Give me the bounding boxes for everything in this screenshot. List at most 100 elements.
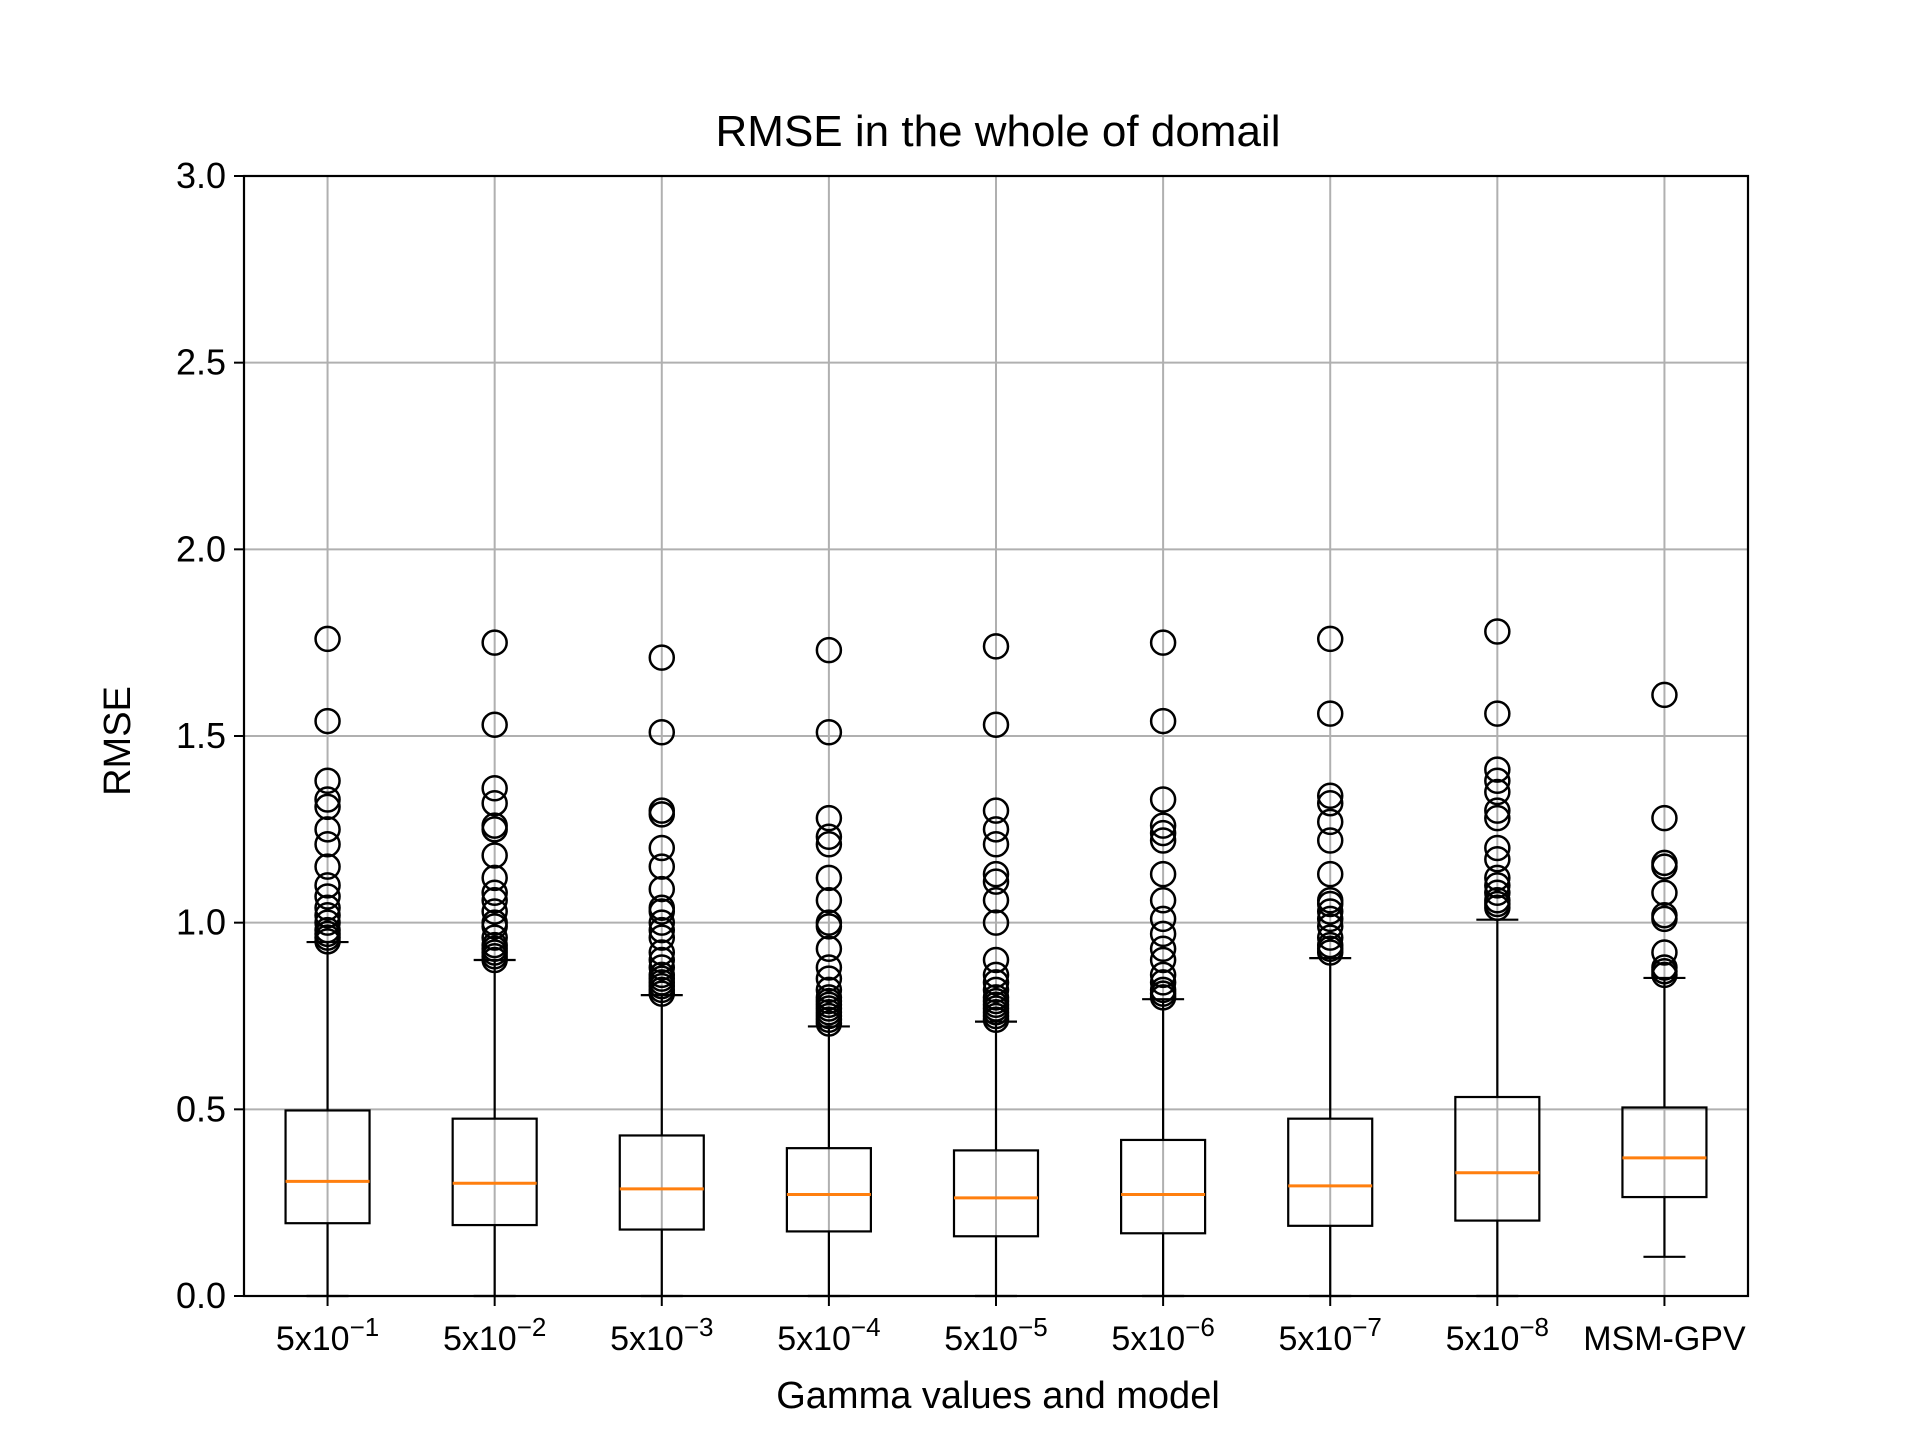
outlier-point <box>1484 864 1511 892</box>
outlier-point <box>982 816 1010 843</box>
outlier-point <box>982 831 1010 858</box>
outlier-point <box>815 636 843 664</box>
outlier-point <box>648 954 676 981</box>
outlier-point <box>1149 812 1177 839</box>
outlier-point <box>1149 920 1177 948</box>
outlier-point <box>481 711 508 739</box>
box-iqr <box>1621 1106 1708 1199</box>
outlier-point <box>815 935 843 963</box>
outlier-point <box>982 976 1010 1004</box>
box-iqr <box>618 1134 705 1231</box>
outlier-point <box>1149 935 1177 963</box>
box-iqr <box>451 1117 538 1227</box>
outlier-point <box>648 875 676 903</box>
outlier-point <box>648 946 676 974</box>
tick-label-y: 0.5 <box>176 1088 226 1129</box>
outlier-point <box>481 842 508 869</box>
outlier-point <box>1651 681 1678 709</box>
outlier-point <box>1149 946 1177 974</box>
outlier-point <box>314 928 341 955</box>
outlier-point <box>1484 618 1511 645</box>
outlier-point <box>982 860 1010 888</box>
outlier-point <box>815 976 843 1004</box>
outlier-point <box>1484 845 1511 873</box>
outlier-point <box>481 789 508 817</box>
outlier-point <box>314 883 341 910</box>
box-group <box>618 644 705 1298</box>
box-group <box>952 633 1040 1298</box>
outlier-point <box>982 961 1010 989</box>
marks-layer <box>284 618 1708 1298</box>
outlier-point <box>1149 961 1177 989</box>
outlier-point <box>481 946 508 974</box>
outlier-point <box>314 767 341 795</box>
outlier-point <box>1149 786 1177 813</box>
outlier-point <box>648 980 676 1007</box>
outlier-point <box>648 916 676 944</box>
outlier-point <box>1149 819 1177 847</box>
outlier-point <box>815 1010 843 1037</box>
outlier-point <box>815 864 843 892</box>
tick-label-y: 2.0 <box>176 528 226 569</box>
outlier-point <box>1149 860 1177 888</box>
outlier-point <box>1484 804 1511 832</box>
outlier-point <box>1316 700 1344 727</box>
outlier-point <box>314 872 341 899</box>
outlier-point <box>982 909 1010 936</box>
outlier-point <box>815 913 843 940</box>
outlier-point <box>314 786 341 813</box>
outlier-point <box>648 909 676 936</box>
outlier-point <box>1651 804 1678 832</box>
outlier-point <box>1149 905 1177 933</box>
outlier-point <box>1149 707 1177 735</box>
outlier-point <box>648 801 676 828</box>
box-group <box>284 625 371 1298</box>
outlier-point <box>314 816 341 843</box>
outlier-point <box>314 831 341 858</box>
outlier-point <box>1484 872 1511 899</box>
outlier-point <box>648 924 676 951</box>
outlier-point <box>1316 782 1344 809</box>
x-axis-label: Gamma values and model <box>776 1375 1220 1417</box>
chart-title: RMSE in the whole of domail <box>716 107 1281 156</box>
outlier-point <box>1484 700 1511 727</box>
outlier-point <box>1149 629 1177 656</box>
outlier-point <box>982 887 1010 914</box>
tick-label-x: 5x10−3 <box>610 1312 713 1358</box>
outlier-point <box>815 831 843 858</box>
outlier-point <box>481 898 508 925</box>
outlier-point <box>314 901 341 929</box>
outlier-point <box>481 913 508 940</box>
box-iqr <box>785 1147 872 1233</box>
tick-label-x: MSM-GPV <box>1583 1320 1746 1358</box>
outlier-point <box>1651 905 1678 933</box>
outlier-point <box>982 633 1010 660</box>
outlier-point <box>314 793 341 821</box>
outlier-point <box>481 887 508 914</box>
tick-label-x: 5x10−6 <box>1111 1312 1214 1358</box>
box-iqr <box>284 1109 371 1225</box>
box-group <box>1120 629 1207 1298</box>
outlier-point <box>815 719 843 746</box>
outlier-point <box>1316 898 1344 925</box>
box-group <box>1454 618 1541 1298</box>
outlier-point <box>648 939 676 966</box>
outlier-point <box>481 864 508 892</box>
outlier-point <box>481 629 508 656</box>
outlier-point <box>815 887 843 914</box>
tick-label-y: 3.0 <box>176 155 226 196</box>
outlier-point <box>982 868 1010 895</box>
outlier-point <box>1316 939 1344 966</box>
outlier-point <box>1484 879 1511 907</box>
outlier-point <box>648 719 676 746</box>
outlier-point <box>1316 625 1344 653</box>
tick-label-x: 5x10−8 <box>1446 1312 1549 1358</box>
outlier-point <box>481 879 508 907</box>
outlier-point <box>648 898 676 925</box>
outlier-point <box>1149 969 1177 996</box>
outlier-point <box>1651 879 1678 907</box>
box-iqr <box>1287 1117 1374 1227</box>
tick-label-x: 5x10−2 <box>443 1312 546 1358</box>
tick-label-x: 5x10−4 <box>777 1312 880 1358</box>
